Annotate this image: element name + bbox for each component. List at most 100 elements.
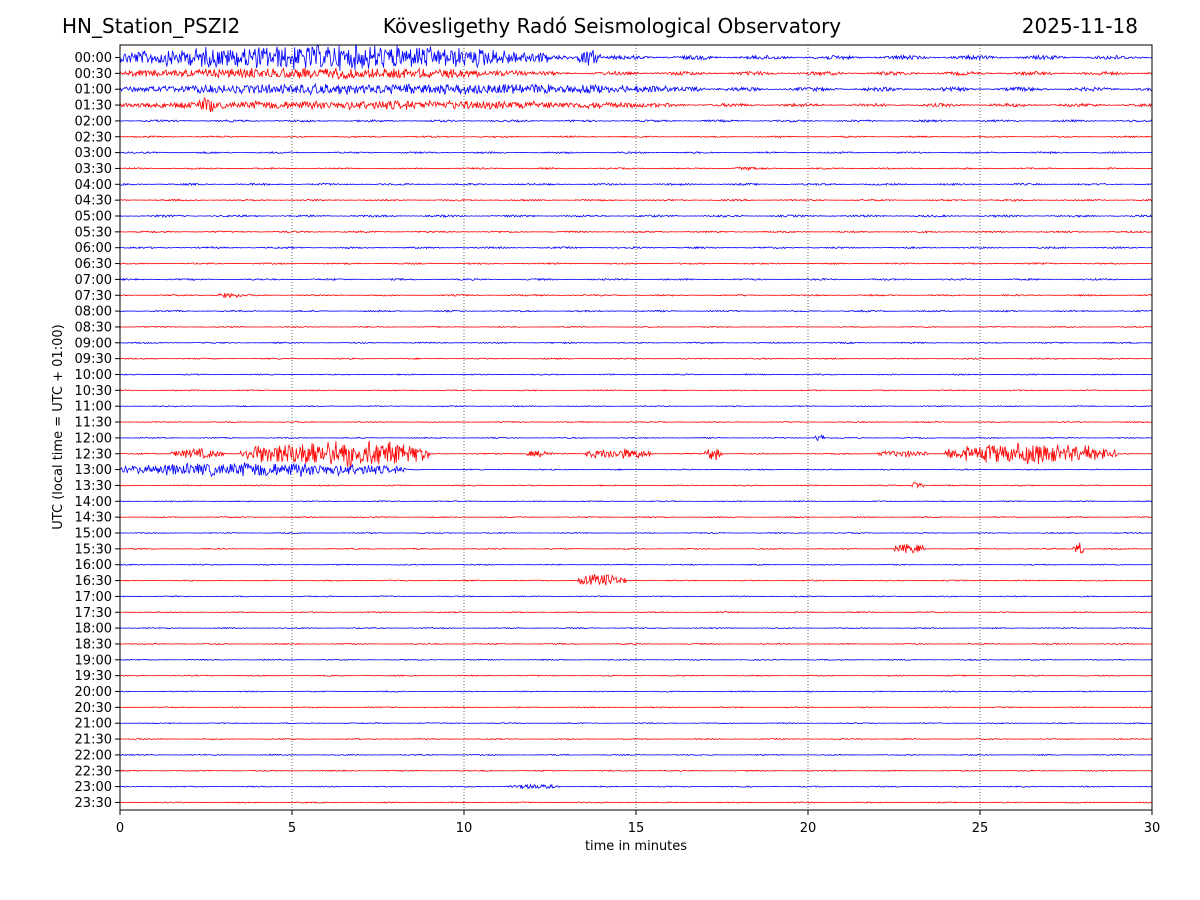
y-tick-label: 11:30 bbox=[75, 416, 112, 431]
y-axis-ticks: 00:0000:3001:0001:3002:0002:3003:0003:30… bbox=[75, 51, 120, 811]
trace-1300 bbox=[119, 462, 1153, 478]
y-tick-label: 07:30 bbox=[75, 289, 112, 304]
y-tick-label: 12:00 bbox=[75, 431, 112, 446]
trace-0900 bbox=[119, 341, 1153, 345]
x-tick-label: 25 bbox=[972, 821, 989, 836]
y-tick-label: 00:30 bbox=[75, 67, 112, 82]
y-tick-label: 15:30 bbox=[75, 542, 112, 557]
y-tick-label: 17:00 bbox=[75, 590, 112, 605]
trace-0130 bbox=[119, 97, 1153, 113]
y-tick-label: 09:00 bbox=[75, 336, 112, 351]
trace-0100 bbox=[119, 82, 1153, 96]
y-tick-label: 23:00 bbox=[75, 780, 112, 795]
x-axis-ticks: 0 5 10 15 20 25 30 bbox=[116, 810, 1160, 836]
y-tick-label: 16:30 bbox=[75, 574, 112, 589]
trace-0600 bbox=[119, 246, 1153, 250]
y-tick-label: 14:00 bbox=[75, 495, 112, 510]
trace-1400 bbox=[119, 500, 1153, 503]
y-tick-label: 00:00 bbox=[75, 51, 112, 66]
y-tick-label: 12:30 bbox=[75, 447, 112, 462]
trace-1430 bbox=[119, 516, 1153, 519]
y-tick-label: 20:30 bbox=[75, 701, 112, 716]
y-tick-label: 21:00 bbox=[75, 717, 112, 732]
trace-0630 bbox=[119, 262, 1153, 266]
trace-1930 bbox=[119, 674, 1153, 677]
y-tick-label: 22:30 bbox=[75, 764, 112, 779]
y-tick-label: 10:30 bbox=[75, 384, 112, 399]
x-tick-label: 20 bbox=[800, 821, 817, 836]
y-tick-label: 05:00 bbox=[75, 210, 112, 225]
trace-0300 bbox=[119, 151, 1153, 155]
y-tick-label: 21:30 bbox=[75, 733, 112, 748]
trace-0230 bbox=[119, 135, 1153, 139]
y-tick-label: 13:00 bbox=[75, 463, 112, 478]
y-tick-label: 05:30 bbox=[75, 225, 112, 240]
y-tick-label: 08:30 bbox=[75, 320, 112, 335]
record-date: 2025-11-18 bbox=[1021, 14, 1138, 38]
y-tick-label: 22:00 bbox=[75, 748, 112, 763]
trace-2200 bbox=[119, 753, 1153, 757]
grid-lines bbox=[291, 45, 981, 810]
trace-1000 bbox=[119, 373, 1153, 376]
trace-0030 bbox=[119, 67, 1153, 80]
trace-0430 bbox=[119, 198, 1153, 202]
trace-1330 bbox=[119, 481, 1153, 489]
seismic-traces bbox=[119, 44, 1153, 804]
y-tick-label: 01:30 bbox=[75, 99, 112, 114]
y-tick-label: 10:00 bbox=[75, 368, 112, 383]
x-tick-label: 30 bbox=[1144, 821, 1161, 836]
trace-0930 bbox=[119, 357, 1153, 361]
trace-2230 bbox=[119, 769, 1153, 772]
x-tick-label: 0 bbox=[116, 821, 124, 836]
y-tick-label: 03:30 bbox=[75, 162, 112, 177]
y-tick-label: 07:00 bbox=[75, 273, 112, 288]
x-tick-label: 5 bbox=[288, 821, 296, 836]
y-tick-label: 01:00 bbox=[75, 83, 112, 98]
y-tick-label: 04:00 bbox=[75, 178, 112, 193]
y-tick-label: 20:00 bbox=[75, 685, 112, 700]
trace-0330 bbox=[119, 166, 1152, 172]
station-name: HN_Station_PSZI2 bbox=[62, 14, 241, 38]
trace-0700 bbox=[119, 277, 1153, 282]
trace-2030 bbox=[119, 706, 1153, 709]
trace-1900 bbox=[119, 658, 1153, 662]
trace-0730 bbox=[119, 292, 1153, 299]
y-tick-label: 02:30 bbox=[75, 130, 112, 145]
trace-1730 bbox=[119, 611, 1153, 614]
y-tick-label: 19:00 bbox=[75, 653, 112, 668]
y-tick-label: 14:30 bbox=[75, 511, 112, 526]
trace-2130 bbox=[119, 737, 1153, 741]
trace-0400 bbox=[119, 182, 1153, 187]
trace-0800 bbox=[119, 309, 1153, 313]
y-tick-label: 15:00 bbox=[75, 527, 112, 542]
x-axis-label: time in minutes bbox=[585, 839, 687, 854]
trace-1500 bbox=[120, 531, 1153, 535]
y-tick-label: 19:30 bbox=[75, 669, 112, 684]
x-tick-label: 10 bbox=[456, 821, 473, 836]
y-tick-label: 18:00 bbox=[75, 622, 112, 637]
y-tick-label: 13:30 bbox=[75, 479, 112, 494]
trace-1100 bbox=[119, 404, 1153, 408]
trace-0000 bbox=[119, 44, 1153, 71]
y-axis-label: UTC (local time = UTC + 01:00) bbox=[51, 324, 66, 529]
trace-0500 bbox=[119, 214, 1153, 218]
trace-2000 bbox=[119, 690, 1153, 693]
trace-1030 bbox=[119, 389, 1153, 392]
trace-1200 bbox=[119, 434, 1153, 442]
trace-1130 bbox=[119, 420, 1153, 424]
y-tick-label: 09:30 bbox=[75, 352, 112, 367]
trace-1230 bbox=[119, 441, 1153, 470]
trace-1630 bbox=[119, 573, 1153, 586]
y-tick-label: 02:00 bbox=[75, 114, 112, 129]
trace-1830 bbox=[119, 642, 1153, 646]
trace-1700 bbox=[119, 595, 1153, 598]
trace-0200 bbox=[119, 118, 1153, 123]
y-tick-label: 11:00 bbox=[75, 400, 112, 415]
trace-2300 bbox=[119, 783, 1153, 790]
y-tick-label: 08:00 bbox=[75, 305, 112, 320]
trace-1530 bbox=[119, 542, 1153, 554]
y-tick-label: 06:30 bbox=[75, 257, 112, 272]
y-tick-label: 06:00 bbox=[75, 241, 112, 256]
chart-title: Kövesligethy Radó Seismological Observat… bbox=[382, 14, 842, 38]
